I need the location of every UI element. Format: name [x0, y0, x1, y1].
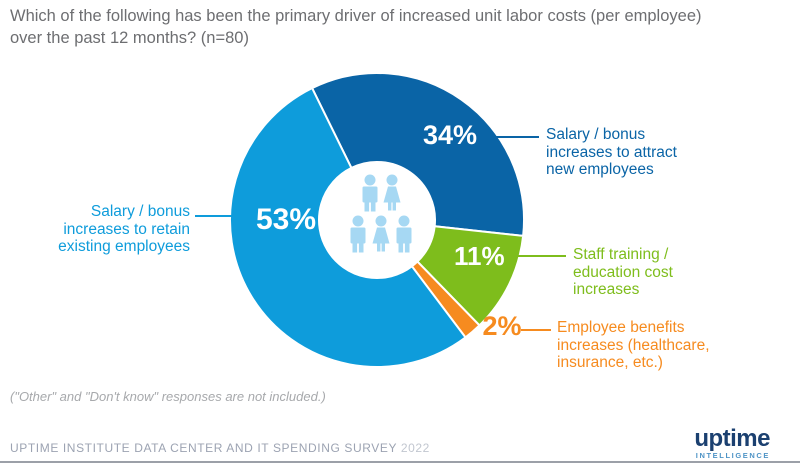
- people-group-icon: [350, 174, 412, 253]
- chart-title-line2: over the past 12 months? (n=80): [10, 29, 249, 47]
- slice-value-attract: 34%: [422, 120, 478, 150]
- logo-subtitle: INTELLIGENCE: [695, 451, 770, 460]
- donut-chart: [229, 72, 525, 368]
- donut-center: [319, 162, 435, 278]
- person-female-icon: [372, 215, 390, 252]
- footer-survey-text: UPTIME INSTITUTE DATA CENTER AND IT SPEN…: [10, 441, 397, 455]
- chart-title-line1: Which of the following has been the prim…: [10, 7, 702, 25]
- callout-label-attract: Salary / bonus increases to attract new …: [546, 126, 677, 178]
- callout-label-retain: Salary / bonus increases to retain exist…: [58, 203, 190, 255]
- slice-value-retain: 53%: [256, 203, 317, 236]
- uptime-intelligence-logo: uptime INTELLIGENCE: [694, 427, 770, 460]
- slice-value-benefits: 2%: [482, 311, 522, 341]
- logo-wordmark: uptime: [694, 425, 770, 452]
- chart-title: Which of the following has been the prim…: [10, 5, 796, 49]
- person-male-icon: [350, 215, 366, 253]
- leader-line-benefits: [521, 329, 551, 331]
- person-male-icon: [362, 174, 378, 212]
- footnote: ("Other" and "Don't know" responses are …: [10, 389, 326, 404]
- callout-label-staff: Staff training / education cost increase…: [573, 246, 673, 298]
- leader-line-retain: [195, 215, 256, 217]
- footer-divider: [0, 461, 800, 463]
- leader-line-attract: [492, 136, 539, 138]
- person-female-icon: [383, 174, 401, 211]
- footer-survey-year: 2022: [400, 441, 430, 455]
- person-male-icon: [396, 215, 412, 253]
- leader-line-staff: [515, 255, 566, 257]
- callout-label-benefits: Employee benefits increases (healthcare,…: [557, 319, 710, 371]
- slice-value-staff: 11%: [454, 241, 505, 271]
- donut-slices: [229, 72, 525, 368]
- footer-survey-title: UPTIME INSTITUTE DATA CENTER AND IT SPEN…: [10, 441, 430, 455]
